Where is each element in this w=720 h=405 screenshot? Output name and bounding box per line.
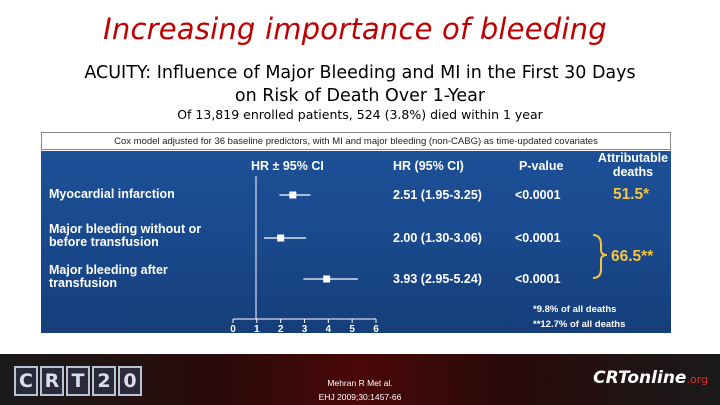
row-label-bleed-no-transfusion-line2: before transfusion	[49, 235, 159, 249]
x-axis-tick-label: 1	[254, 324, 260, 333]
row-label-mi: Myocardial infarction	[49, 188, 229, 201]
x-axis-tick-label: 5	[349, 324, 355, 333]
pvalue-bleed-transfusion: <0.0001	[515, 272, 561, 286]
hr-point	[289, 191, 297, 199]
attributable-mi: 51.5*	[613, 186, 650, 203]
footnote-1: *9.8% of all deaths	[533, 304, 617, 315]
x-axis-tick-label: 2	[278, 324, 284, 333]
slide-subtitle: ACUITY: Influence of Major Bleeding and …	[0, 62, 720, 108]
row-label-bleed-transfusion-line2: transfusion	[49, 276, 118, 290]
forest-plot: 0 1 2 3 4 5 6	[230, 176, 608, 333]
citation-journal: EHJ 2009;30:1457-66	[318, 392, 402, 402]
attributable-bleeding: 66.5**	[611, 248, 654, 265]
crtonline-logo: CRTonline.org	[593, 368, 708, 388]
footer-bar: C R T 2 0 Mehran R Met al. EHJ 2009;30:1…	[0, 354, 720, 405]
x-axis-tick-label: 0	[230, 324, 236, 333]
header-attributable: Attributable	[597, 151, 669, 165]
slide-title: Increasing importance of bleeding	[103, 12, 607, 46]
header-hr-ci: HR (95% CI)	[393, 159, 464, 173]
bleeding-bracket	[592, 234, 608, 279]
header-pvalue: P-value	[519, 159, 564, 173]
x-axis-tick-label: 4	[326, 324, 332, 333]
crtonline-text: CRTonline	[593, 368, 687, 388]
header-attributable-deaths: Attributable deaths	[593, 151, 673, 179]
hr-point	[277, 234, 285, 242]
hr-value-mi: 2.51 (1.95-3.25)	[393, 188, 482, 202]
x-axis-tick-label: 6	[373, 324, 379, 333]
footnote-2: **12.7% of all deaths	[533, 319, 626, 330]
pvalue-mi: <0.0001	[515, 188, 561, 202]
enrollment-note: Of 13,819 enrolled patients, 524 (3.8%) …	[177, 107, 543, 122]
crt20-logo: C R T 2 0	[14, 366, 142, 396]
cox-model-note: Cox model adjusted for 36 baseline predi…	[41, 132, 671, 150]
forest-plot-panel: HR ± 95% CI HR (95% CI) P-value Attribut…	[41, 151, 671, 333]
row-label-mi-line1: Myocardial infarction	[49, 187, 175, 201]
logo-letter: C	[14, 366, 38, 396]
row-label-bleed-transfusion: Major bleeding after transfusion	[49, 264, 229, 290]
x-axis-tick-label: 3	[302, 324, 308, 333]
crtonline-suffix: .org	[686, 373, 708, 386]
row-label-bleed-transfusion-line1: Major bleeding after	[49, 263, 168, 277]
logo-letter: R	[40, 366, 64, 396]
subtitle-line-1: ACUITY: Influence of Major Bleeding and …	[84, 63, 636, 83]
header-deaths: deaths	[612, 165, 654, 179]
logo-letter: T	[66, 366, 90, 396]
logo-letter: 2	[92, 366, 116, 396]
citation: Mehran R Met al. EHJ 2009;30:1457-66	[300, 376, 420, 404]
header-hr-ci-plot: HR ± 95% CI	[251, 159, 324, 173]
logo-letter: 0	[118, 366, 142, 396]
citation-authors: Mehran R Met al.	[327, 378, 393, 388]
row-label-bleed-no-transfusion: Major bleeding without or before transfu…	[49, 223, 229, 249]
hr-value-bleed-no-transfusion: 2.00 (1.30-3.06)	[393, 231, 482, 245]
subtitle-line-2: on Risk of Death Over 1-Year	[234, 86, 486, 106]
hr-value-bleed-transfusion: 3.93 (2.95-5.24)	[393, 272, 482, 286]
hr-point	[323, 275, 331, 283]
row-label-bleed-no-transfusion-line1: Major bleeding without or	[49, 222, 202, 236]
pvalue-bleed-no-transfusion: <0.0001	[515, 231, 561, 245]
